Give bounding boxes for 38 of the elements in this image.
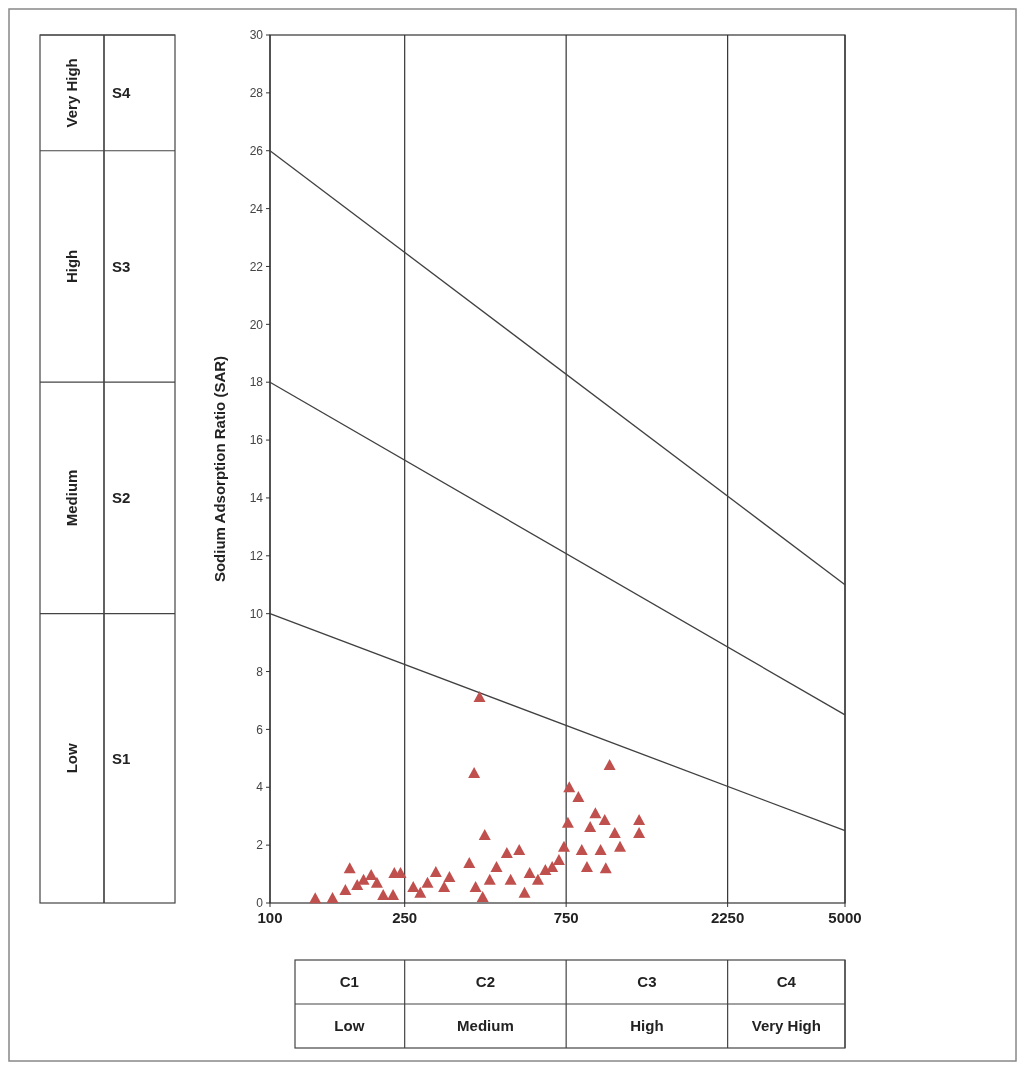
text: Very High (63, 58, 81, 128)
y-tick-label: 8 (256, 664, 264, 679)
y-tick-label: 2 (256, 838, 264, 853)
y-tick-label: 16 (249, 433, 264, 448)
text: High (63, 249, 81, 284)
text: S2 (112, 489, 131, 507)
x-tick-label: 2250 (710, 909, 745, 926)
text: C3 (637, 973, 657, 991)
y-tick-label: 10 (249, 606, 264, 621)
x-tick-label: 250 (392, 909, 418, 926)
text: Low (334, 1017, 365, 1035)
y-tick-label: 20 (249, 317, 264, 332)
y-tick-label: 12 (249, 549, 264, 563)
text: C1 (339, 973, 359, 991)
y-tick-label: 18 (249, 375, 264, 390)
text: Medium (457, 1017, 514, 1035)
y-tick-label: 14 (249, 491, 264, 506)
text: S4 (112, 84, 131, 102)
y-tick-label: 6 (256, 722, 264, 737)
text: Very High (751, 1017, 821, 1035)
text: Medium (63, 469, 81, 527)
text: S1 (112, 749, 131, 767)
text: High (630, 1017, 664, 1035)
x-tick-label: 750 (553, 909, 579, 926)
y-tick-label: 26 (249, 143, 264, 158)
y-tick-label: 0 (256, 896, 264, 911)
y-tick-label: 4 (256, 780, 264, 795)
x-tick-label: 100 (257, 909, 283, 926)
y-tick-label: 24 (249, 201, 264, 216)
text: C4 (776, 973, 797, 991)
text: S3 (112, 257, 131, 275)
x-tick-label: 5000 (828, 909, 862, 926)
y-axis-title: Sodium Adsorption Ratio (SAR) (211, 355, 228, 583)
y-tick-label: 30 (249, 28, 264, 43)
text: C2 (475, 973, 496, 991)
y-tick-label: 28 (249, 86, 264, 101)
y-tick-label: 22 (249, 259, 264, 274)
text: Low (63, 743, 81, 774)
